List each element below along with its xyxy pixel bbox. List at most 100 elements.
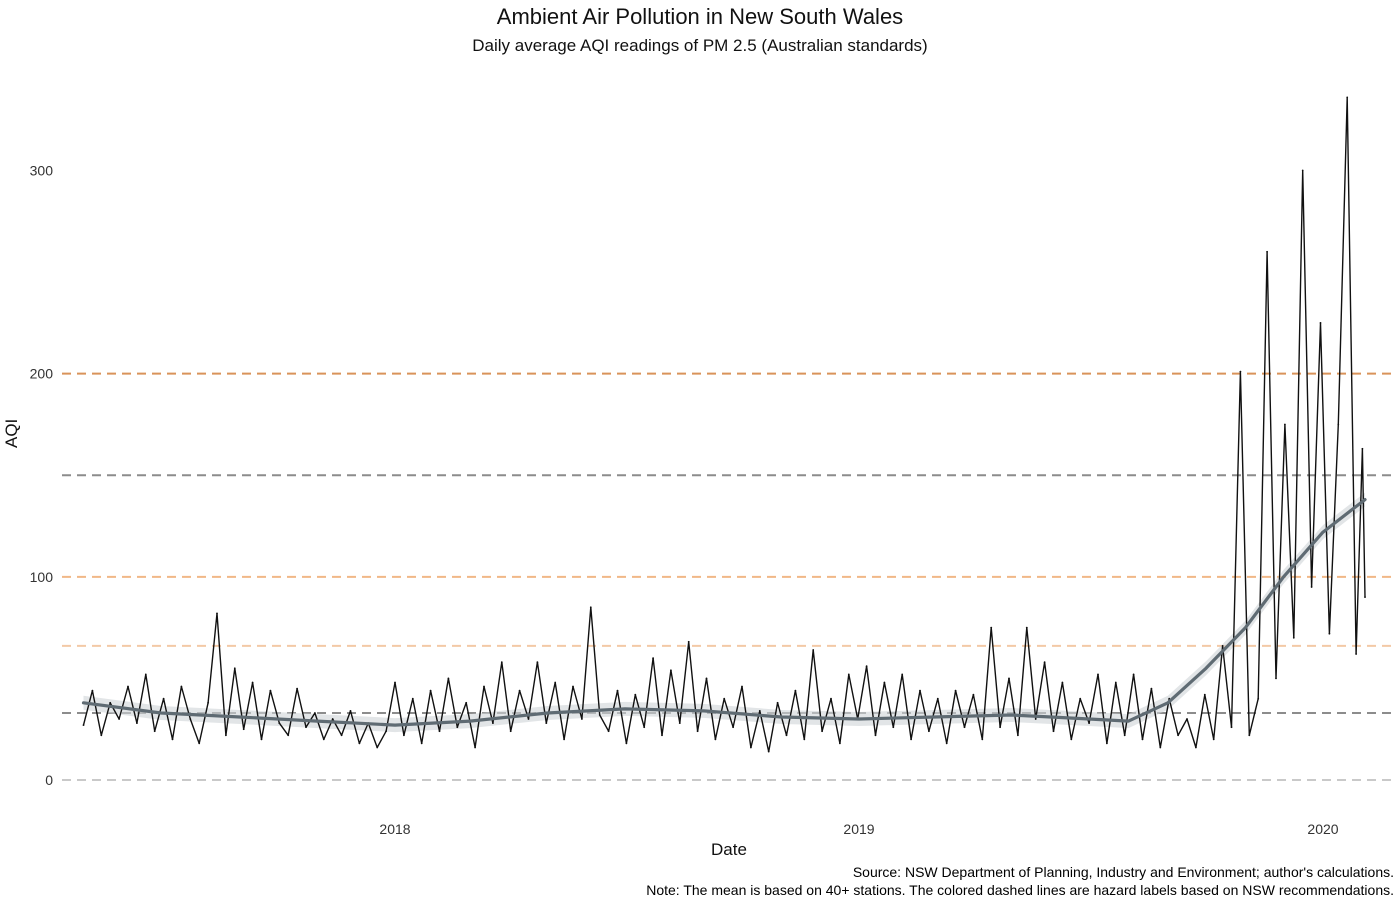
smooth-confidence-ribbon — [83, 492, 1365, 733]
daily-aqi-point — [242, 728, 245, 731]
daily-aqi-point — [1043, 661, 1046, 664]
daily-aqi-point — [1301, 169, 1304, 172]
daily-aqi-point — [349, 710, 352, 712]
daily-aqi-point — [1203, 693, 1206, 696]
y-ticks-group: 0 100 200 300 — [30, 163, 54, 789]
daily-aqi-point — [776, 701, 779, 704]
daily-aqi-point — [563, 738, 565, 741]
daily-aqi-point — [678, 722, 681, 724]
daily-aqi-point — [830, 697, 832, 700]
daily-aqi-point — [1257, 697, 1260, 700]
daily-aqi-point — [696, 730, 699, 733]
daily-aqi-point — [1275, 677, 1277, 680]
daily-aqi-point — [340, 734, 343, 737]
daily-aqi-point — [705, 677, 708, 680]
y-tick-label: 300 — [30, 163, 54, 179]
y-tick-label: 200 — [30, 366, 54, 382]
daily-aqi-point — [767, 750, 770, 753]
daily-aqi-point — [990, 626, 993, 629]
daily-aqi-point — [314, 712, 316, 714]
daily-aqi-point — [643, 726, 646, 729]
daily-aqi-point — [189, 718, 192, 720]
daily-aqi-point — [714, 738, 717, 741]
daily-aqi-point — [394, 681, 396, 684]
daily-aqi-point — [438, 730, 441, 733]
daily-aqi-point — [527, 718, 530, 720]
daily-aqi-point — [741, 685, 743, 688]
daily-aqi-point — [1070, 738, 1073, 741]
daily-aqi-point — [999, 726, 1001, 729]
daily-aqi-point — [1266, 250, 1268, 253]
daily-aqi-point — [981, 738, 984, 741]
daily-aqi-point — [1150, 687, 1153, 690]
daily-aqi-point — [269, 689, 272, 692]
daily-aqi-point — [296, 687, 298, 690]
daily-aqi-point — [661, 734, 663, 737]
daily-aqi-point — [420, 742, 423, 745]
daily-aqi-point — [429, 689, 432, 692]
daily-aqi-point — [376, 746, 379, 749]
daily-aqi-point — [278, 722, 281, 724]
daily-aqi-point — [1292, 636, 1295, 639]
daily-aqi-point — [171, 738, 174, 741]
daily-aqi-point — [91, 689, 94, 692]
daily-aqi-point — [821, 730, 823, 733]
daily-aqi-point — [456, 726, 459, 729]
daily-aqi-point — [928, 730, 930, 733]
x-tick-label: 2018 — [379, 821, 410, 837]
daily-aqi-point — [865, 665, 868, 668]
daily-aqi-point — [207, 701, 210, 704]
daily-aqi-point — [1141, 738, 1144, 741]
daily-aqi-point — [750, 746, 752, 749]
daily-aqi-point — [732, 726, 734, 729]
daily-aqi-point — [625, 742, 628, 745]
daily-aqi-point — [483, 685, 485, 688]
x-tick-label: 2020 — [1307, 821, 1338, 837]
daily-aqi-point — [1239, 370, 1242, 373]
daily-aqi-point — [322, 738, 325, 741]
daily-aqi-point — [901, 673, 904, 676]
daily-aqi-point — [1114, 681, 1117, 684]
daily-aqi-point — [972, 693, 975, 696]
daily-aqi-point — [1361, 447, 1364, 450]
daily-aqi-point — [803, 738, 806, 741]
daily-aqi-point — [1346, 96, 1349, 99]
daily-aqi-point — [1284, 423, 1286, 426]
daily-aqi-point — [670, 669, 672, 672]
daily-aqi-point — [1079, 697, 1082, 700]
daily-aqi-point — [1230, 726, 1233, 729]
daily-aqi-point — [153, 730, 156, 733]
chart-title: Ambient Air Pollution in New South Wales — [496, 4, 904, 29]
daily-aqi-point — [545, 722, 548, 724]
daily-aqi-point — [109, 701, 112, 704]
daily-aqi-point — [581, 718, 583, 720]
daily-aqi-point — [100, 734, 103, 737]
daily-aqi-point — [1123, 734, 1126, 737]
daily-aqi-point — [874, 734, 877, 737]
daily-aqi-point — [1355, 653, 1357, 655]
daily-aqi-point — [1221, 645, 1224, 647]
daily-aqi-point — [82, 724, 85, 726]
daily-aqi-point — [144, 673, 147, 676]
daily-aqi-point — [1061, 681, 1064, 684]
daily-aqi-point — [358, 742, 361, 745]
daily-aqi-point — [1177, 734, 1179, 737]
caption-source: Source: NSW Department of Planning, Indu… — [852, 864, 1394, 880]
daily-aqi-point — [136, 722, 138, 724]
daily-aqi-point — [118, 718, 120, 720]
daily-aqi-point — [1008, 677, 1010, 680]
daily-aqi-point — [572, 685, 574, 688]
daily-aqi-point — [127, 685, 129, 688]
daily-aqi-point — [536, 661, 539, 664]
daily-aqi-point — [634, 693, 637, 696]
daily-aqi-point — [687, 640, 690, 643]
daily-aqi-point — [216, 612, 218, 615]
daily-aqi-point — [198, 742, 201, 745]
daily-aqi-point — [963, 726, 966, 729]
daily-aqi-point — [447, 677, 450, 680]
x-axis-label: Date — [711, 840, 747, 859]
daily-aqi-point — [305, 726, 307, 729]
caption-note: Note: The mean is based on 40+ stations.… — [646, 882, 1394, 898]
daily-aqi-point — [474, 746, 476, 749]
